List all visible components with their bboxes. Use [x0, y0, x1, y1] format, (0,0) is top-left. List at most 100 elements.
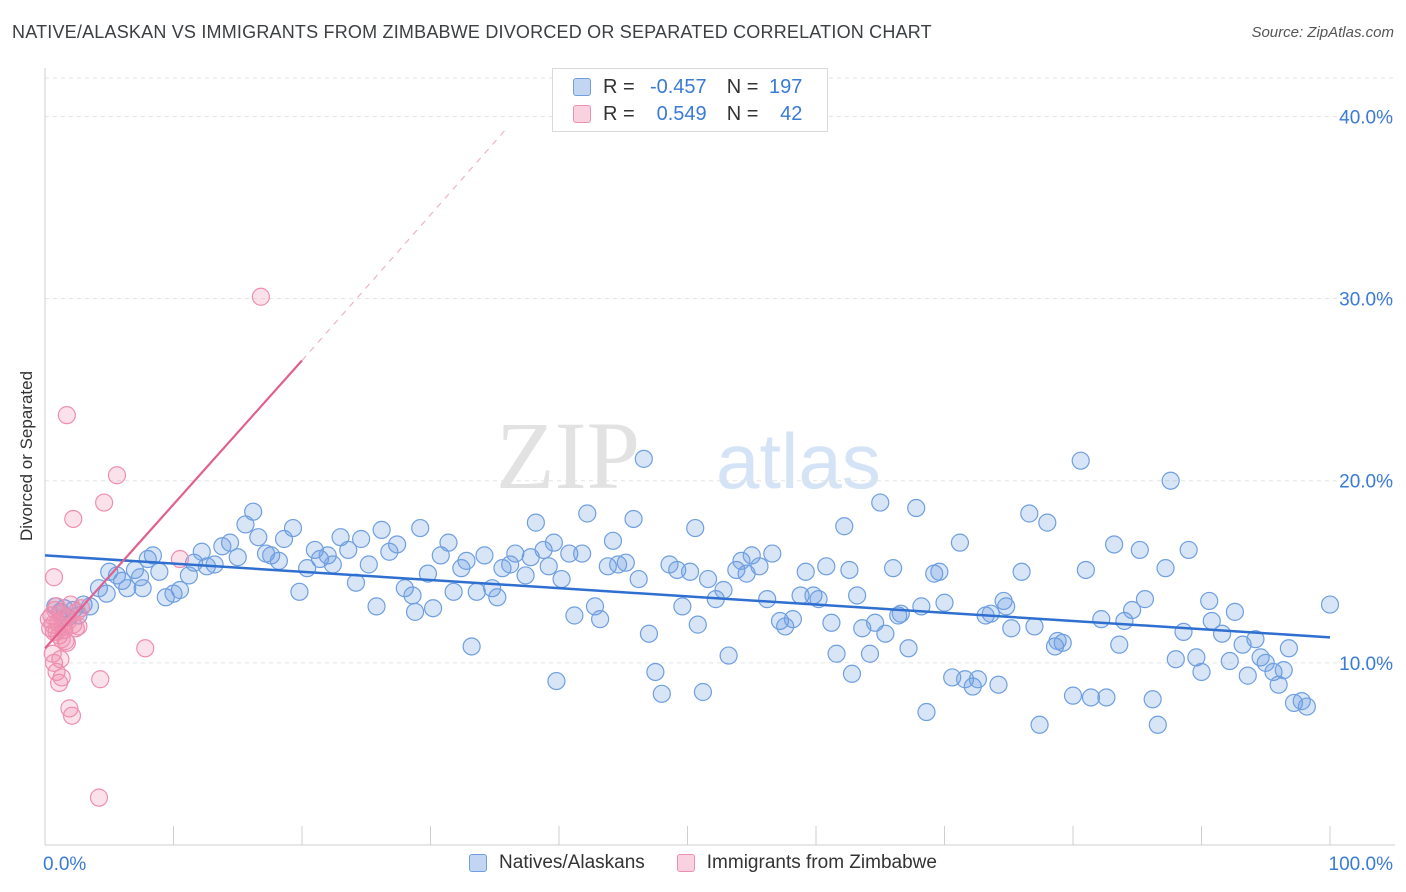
data-point-native [686, 518, 705, 538]
data-point-native [1110, 635, 1129, 654]
data-point-native [526, 513, 545, 532]
data-point-native [698, 569, 718, 589]
data-point-native [283, 518, 303, 538]
data-point-native [817, 557, 836, 576]
data-point-native [133, 579, 152, 598]
data-point-native [1179, 540, 1198, 560]
data-point-native [688, 615, 707, 634]
data-point-native [318, 546, 337, 565]
data-point-native [565, 606, 584, 625]
data-point-native [917, 702, 936, 722]
data-point-native [170, 580, 190, 600]
data-point-native [249, 528, 268, 547]
data-point-native [827, 644, 846, 663]
legend-r-value: -0.457 [649, 75, 707, 98]
data-point-native [616, 553, 635, 572]
data-point-native [367, 597, 386, 616]
data-point-zimbabwe [69, 617, 88, 636]
data-point-native [758, 590, 777, 609]
data-point-native [1212, 624, 1232, 643]
data-point-native [629, 569, 648, 589]
data-point-native [220, 533, 240, 552]
legend-r-label: R = [603, 102, 635, 125]
y-tick-labels: 10.0% 20.0% 30.0% 40.0% [1339, 107, 1393, 674]
legend-item-natives: Natives/Alaskans [469, 852, 645, 874]
data-point-native [418, 564, 438, 583]
data-point-native [380, 542, 399, 561]
data-point-zimbabwe [47, 622, 66, 641]
data-point-native [883, 559, 903, 578]
data-point-native [516, 566, 535, 585]
data-point-native [501, 555, 520, 574]
data-point-native [1076, 560, 1095, 580]
data-point-native [673, 597, 692, 616]
data-point-native [150, 562, 169, 581]
data-point-native [552, 569, 571, 589]
chart-title: NATIVE/ALASKAN VS IMMIGRANTS FROM ZIMBAB… [12, 22, 932, 42]
trend-line-zimbabwe [44, 359, 303, 650]
data-point-native [205, 555, 224, 574]
data-point-native [693, 682, 713, 702]
data-point-native [1166, 650, 1185, 669]
data-point-native [244, 502, 263, 521]
data-point-native [652, 684, 671, 703]
data-point-native [97, 584, 116, 603]
data-point-native [1012, 562, 1031, 581]
data-point-zimbabwe [51, 650, 70, 669]
y-tick-label: 30.0% [1339, 290, 1393, 311]
data-point-native [848, 586, 867, 605]
data-point-native [776, 617, 795, 636]
data-point-native [1297, 697, 1316, 716]
data-point-zimbabwe [107, 466, 127, 485]
data-point-zimbabwe [251, 287, 270, 306]
legend-n-label: N = [726, 75, 759, 98]
data-point-native [955, 670, 975, 689]
data-point-zimbabwe [44, 568, 64, 587]
data-point-native [1225, 602, 1245, 621]
legend-swatch-pink [573, 105, 591, 123]
data-point-native [1174, 622, 1193, 641]
data-point-zimbabwe [57, 406, 76, 425]
data-point-native [634, 449, 653, 468]
data-point-native [1320, 595, 1340, 614]
data-point-native [1292, 692, 1311, 711]
series-legend: Natives/Alaskans Immigrants from Zimbabw… [0, 852, 1406, 874]
data-point-native [763, 544, 782, 563]
data-point-native [359, 555, 378, 574]
data-point-native [719, 646, 738, 665]
data-point-native [462, 637, 481, 656]
x-tick-label: 0.0% [43, 854, 86, 875]
data-point-native [1256, 653, 1275, 672]
source-credit: Source: ZipAtlas.com [1251, 24, 1394, 41]
data-point-native [573, 544, 592, 563]
data-point-native [591, 610, 610, 629]
data-point-native [1002, 619, 1021, 638]
legend-n-value: 42 [780, 102, 803, 125]
y-tick-label: 40.0% [1339, 107, 1393, 128]
data-point-zimbabwe [91, 670, 110, 689]
data-point-native [935, 593, 954, 612]
data-point-native [822, 613, 841, 632]
data-point-native [783, 610, 802, 629]
watermark: ZIP atlas [496, 402, 881, 509]
data-point-native [860, 644, 880, 663]
data-point-native [1220, 651, 1239, 671]
data-point-native [750, 557, 769, 576]
data-point-native [997, 597, 1016, 616]
data-point-native [1097, 688, 1116, 707]
data-point-zimbabwe [61, 595, 80, 614]
data-point-zimbabwe [62, 706, 82, 725]
data-point-native [547, 671, 566, 691]
data-point-native [1130, 540, 1149, 560]
legend-row-zimbabwe: R = 0.549 N = 42 [573, 102, 802, 126]
data-point-native [1238, 666, 1257, 685]
data-point-native [871, 493, 890, 512]
legend-n-label: N = [726, 102, 759, 125]
data-point-native [1038, 513, 1057, 532]
data-point-native [578, 504, 597, 523]
data-point-native [488, 588, 507, 607]
data-point-native [624, 509, 643, 529]
data-point-zimbabwe [136, 639, 155, 658]
data-point-native [680, 562, 700, 581]
data-point-native [467, 582, 486, 601]
